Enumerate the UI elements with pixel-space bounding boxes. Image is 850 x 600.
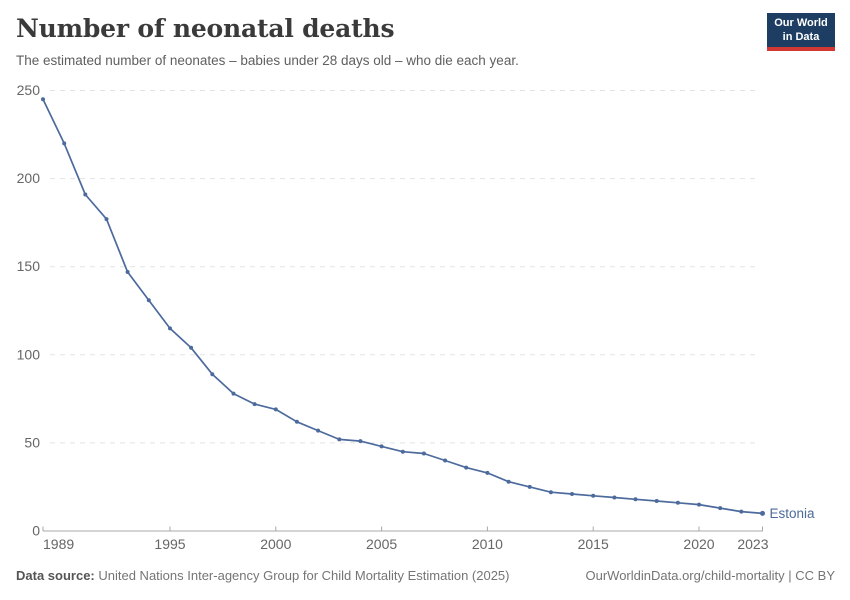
data-point (337, 437, 342, 442)
y-axis-label: 0 (32, 523, 40, 539)
data-point (506, 479, 511, 484)
data-point (231, 391, 236, 396)
data-source-text: United Nations Inter-agency Group for Ch… (94, 568, 510, 583)
x-axis-label: 1995 (154, 536, 185, 552)
data-point (125, 270, 130, 274)
x-axis-label: 2010 (472, 536, 503, 552)
data-point (485, 470, 490, 475)
y-axis-label: 150 (17, 258, 41, 274)
data-point (294, 419, 299, 424)
data-point (633, 497, 638, 502)
data-point (400, 449, 405, 454)
data-point (379, 444, 384, 449)
owid-url-license-link[interactable]: OurWorldinData.org/child-mortality | CC … (585, 568, 836, 583)
data-point (189, 345, 194, 350)
owid-logo-line2: in Data (782, 31, 820, 43)
data-point (104, 217, 109, 222)
data-point (41, 97, 45, 102)
data-point (443, 458, 448, 463)
data-point (273, 407, 278, 412)
data-point (62, 141, 67, 146)
y-axis-label: 200 (17, 170, 41, 186)
owid-logo[interactable]: Our World in Data (767, 13, 835, 51)
data-point (760, 510, 765, 516)
series-end-label: Estonia (770, 506, 816, 521)
data-point (464, 465, 469, 470)
data-point (697, 502, 701, 507)
y-axis-label: 50 (24, 434, 40, 450)
x-axis-label: 2023 (737, 536, 768, 552)
data-source-label: Data source: (16, 568, 95, 583)
x-axis-label: 2020 (683, 536, 714, 552)
data-source-note: Data source: United Nations Inter-agency… (16, 568, 510, 583)
data-point (739, 509, 744, 514)
x-axis-label: 1989 (43, 536, 74, 552)
data-point (654, 499, 659, 503)
data-point (421, 451, 426, 456)
data-point (210, 372, 215, 377)
owid-logo-line1: Our World (774, 16, 828, 29)
data-point (570, 492, 574, 496)
data-point (591, 493, 596, 498)
data-point (83, 192, 88, 197)
data-point (168, 326, 172, 331)
page-title: Number of neonatal deaths (16, 14, 395, 43)
y-axis-label: 250 (17, 82, 41, 98)
x-axis-label: 2005 (366, 536, 397, 552)
data-point (548, 490, 553, 495)
data-point (358, 439, 363, 444)
data-point (252, 402, 257, 407)
chart-subtitle: The estimated number of neonates – babie… (16, 53, 519, 68)
data-point (316, 428, 321, 433)
data-point (718, 506, 723, 511)
data-point (675, 500, 680, 505)
x-axis-label: 2015 (578, 536, 609, 552)
x-axis-label: 2000 (260, 536, 291, 552)
data-point (612, 495, 617, 500)
data-point (527, 484, 532, 489)
data-point (146, 298, 151, 303)
y-axis-label: 100 (17, 346, 41, 362)
